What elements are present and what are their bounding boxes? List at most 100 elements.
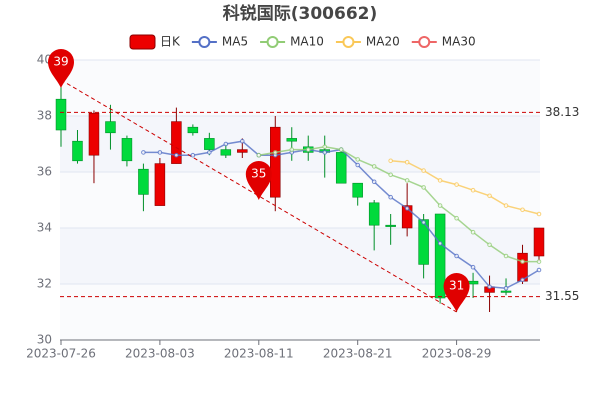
ma-point	[174, 152, 179, 158]
ma-point	[536, 259, 542, 264]
ma-line	[390, 160, 540, 215]
ma-point	[470, 187, 476, 193]
ma-point	[437, 178, 443, 183]
ma-point	[371, 164, 377, 169]
ma-point	[272, 150, 278, 155]
ma-point	[503, 253, 509, 259]
y-tick-label: 30	[37, 333, 52, 347]
candle-body	[138, 168, 149, 195]
ma-point	[421, 168, 426, 173]
ma-point	[404, 206, 410, 211]
mark-point: 35	[245, 161, 272, 200]
ma-point	[289, 147, 295, 152]
candle-body	[121, 138, 133, 162]
y-tick-label: 34	[37, 221, 52, 235]
candle-body	[220, 149, 232, 156]
legend-label: MA5	[222, 35, 248, 49]
ma-point	[141, 150, 146, 155]
split-area	[60, 116, 540, 172]
ma-point	[190, 152, 196, 158]
y-tick-label: 36	[37, 165, 52, 179]
ma-point	[487, 284, 492, 290]
legend-icon	[266, 36, 279, 48]
mark-pin	[245, 161, 272, 200]
y-tick-label: 32	[37, 277, 52, 291]
candle-body	[335, 152, 347, 184]
candle-body	[401, 205, 413, 229]
y-tick-label: 38	[37, 109, 52, 123]
legend-label: MA30	[442, 35, 476, 49]
candle-body	[171, 121, 182, 164]
candle-body	[352, 182, 363, 198]
candle-body	[55, 98, 67, 131]
ma-point	[388, 172, 393, 178]
candle-body	[533, 227, 545, 257]
ma-point	[388, 158, 393, 164]
ma-point	[503, 285, 509, 291]
ma-point	[454, 253, 459, 259]
ma-point	[355, 157, 360, 162]
ma-point	[437, 203, 443, 208]
split-area	[60, 60, 540, 116]
ma-point	[454, 182, 459, 187]
candle-body	[237, 149, 248, 153]
mark-pin	[48, 49, 74, 88]
mark-point: 31	[443, 273, 470, 312]
candle-body	[385, 224, 396, 227]
ma-point	[404, 178, 410, 183]
chart-title: 科锐国际(300662)	[223, 3, 378, 24]
legend-label: MA20	[366, 35, 400, 49]
split-area	[60, 228, 540, 284]
ma-point	[536, 267, 542, 273]
ma-point	[470, 229, 476, 235]
ma-point	[338, 147, 344, 152]
candle-body	[154, 163, 166, 206]
x-tick-label: 2023-08-21	[323, 347, 393, 361]
ma-point	[207, 150, 212, 155]
ma-point	[322, 144, 328, 150]
legend-icon	[198, 36, 211, 48]
ma-point	[454, 215, 459, 221]
candle-body	[368, 202, 380, 226]
candle-body	[72, 140, 83, 162]
x-tick-label: 2023-08-03	[125, 347, 195, 361]
ma-point	[503, 203, 509, 208]
ma-point	[487, 193, 492, 199]
legend-icon	[418, 36, 431, 48]
candle-body	[500, 290, 512, 293]
legend-icon	[129, 34, 156, 50]
mark-point: 39	[48, 49, 74, 88]
mark-point-label: 35	[251, 167, 266, 181]
ma-point	[371, 179, 377, 185]
ma-point	[520, 259, 525, 264]
ma-point	[520, 277, 525, 283]
legend-icon	[342, 36, 355, 48]
mark-line-label: 31.55	[545, 289, 579, 303]
x-tick-label: 2023-08-29	[422, 347, 492, 361]
ma-line	[258, 146, 539, 263]
candle-body	[105, 121, 116, 134]
candle-body	[270, 126, 281, 198]
ma-point	[240, 138, 245, 144]
candle-body	[434, 213, 446, 299]
ma-point	[404, 159, 410, 165]
ma-point	[536, 211, 542, 217]
candle-body	[187, 126, 199, 134]
ma-point	[487, 242, 492, 248]
ma-point	[355, 162, 360, 168]
ma-point	[256, 152, 262, 158]
ma-point	[520, 207, 525, 213]
mark-line-label: 38.13	[545, 105, 579, 119]
candle-body	[88, 112, 100, 156]
mark-pin	[443, 273, 470, 312]
ma-point	[421, 220, 426, 225]
ma-point	[421, 185, 426, 190]
ma-point	[322, 150, 328, 155]
ma-point	[305, 147, 311, 152]
legend-label: 日K	[160, 35, 181, 49]
ma-point	[223, 141, 229, 147]
x-tick-label: 2023-08-11	[224, 347, 294, 361]
candle-body	[204, 138, 215, 150]
mark-point-label: 31	[449, 279, 464, 293]
ma-point	[388, 194, 393, 200]
